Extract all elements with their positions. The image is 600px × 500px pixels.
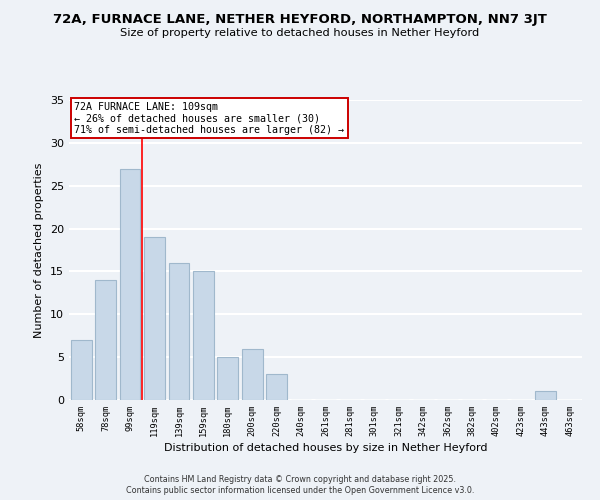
X-axis label: Distribution of detached houses by size in Nether Heyford: Distribution of detached houses by size … bbox=[164, 444, 487, 454]
Text: Size of property relative to detached houses in Nether Heyford: Size of property relative to detached ho… bbox=[121, 28, 479, 38]
Bar bbox=[169, 263, 190, 400]
Text: Contains public sector information licensed under the Open Government Licence v3: Contains public sector information licen… bbox=[126, 486, 474, 495]
Bar bbox=[217, 357, 238, 400]
Text: 72A FURNACE LANE: 109sqm
← 26% of detached houses are smaller (30)
71% of semi-d: 72A FURNACE LANE: 109sqm ← 26% of detach… bbox=[74, 102, 344, 134]
Bar bbox=[193, 272, 214, 400]
Bar bbox=[71, 340, 92, 400]
Y-axis label: Number of detached properties: Number of detached properties bbox=[34, 162, 44, 338]
Bar bbox=[242, 348, 263, 400]
Bar bbox=[144, 237, 165, 400]
Text: 72A, FURNACE LANE, NETHER HEYFORD, NORTHAMPTON, NN7 3JT: 72A, FURNACE LANE, NETHER HEYFORD, NORTH… bbox=[53, 12, 547, 26]
Bar bbox=[266, 374, 287, 400]
Bar bbox=[95, 280, 116, 400]
Bar bbox=[119, 168, 140, 400]
Text: Contains HM Land Registry data © Crown copyright and database right 2025.: Contains HM Land Registry data © Crown c… bbox=[144, 475, 456, 484]
Bar bbox=[535, 392, 556, 400]
